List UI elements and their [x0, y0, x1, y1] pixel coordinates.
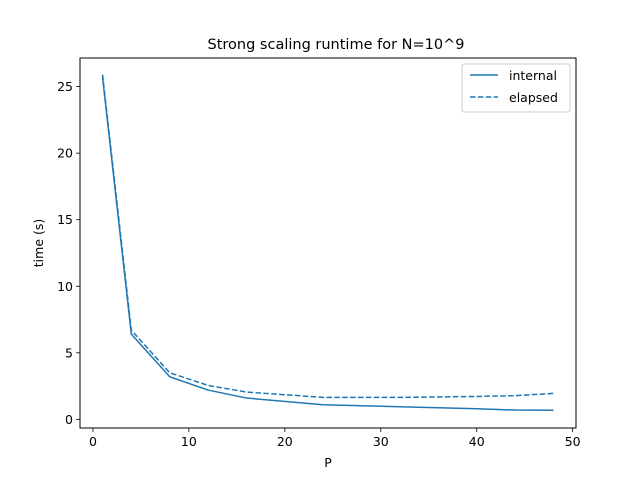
legend: internal elapsed: [461, 63, 571, 113]
legend-label-internal: internal: [509, 68, 557, 83]
y-tick-label: 25: [57, 79, 73, 94]
legend-label-elapsed: elapsed: [509, 90, 558, 105]
series-line-elapsed: [101, 74, 554, 399]
x-tick-label: 20: [277, 434, 293, 449]
x-axis-label: P: [324, 455, 332, 470]
x-tick-label: 0: [89, 434, 97, 449]
y-axis-label: time (s): [31, 219, 46, 267]
y-tick-label: 0: [65, 412, 73, 427]
chart-title: Strong scaling runtime for N=10^9: [208, 37, 465, 53]
x-tick-label: 50: [565, 434, 581, 449]
y-axis-ticks: 0 5 10 15 20 25: [57, 79, 80, 427]
x-tick-label: 30: [373, 434, 389, 449]
x-tick-label: 10: [181, 434, 197, 449]
plot-area-frame: [79, 57, 577, 429]
x-tick-label: 40: [469, 434, 485, 449]
series-lines: [101, 74, 554, 412]
series-line-internal: [101, 77, 554, 412]
x-axis-ticks: 0 10 20 30 40 50: [89, 428, 581, 449]
y-tick-label: 15: [57, 212, 73, 227]
y-tick-label: 20: [57, 146, 73, 161]
legend-box: [461, 63, 571, 113]
y-tick-label: 5: [65, 345, 73, 360]
y-tick-label: 10: [57, 279, 73, 294]
